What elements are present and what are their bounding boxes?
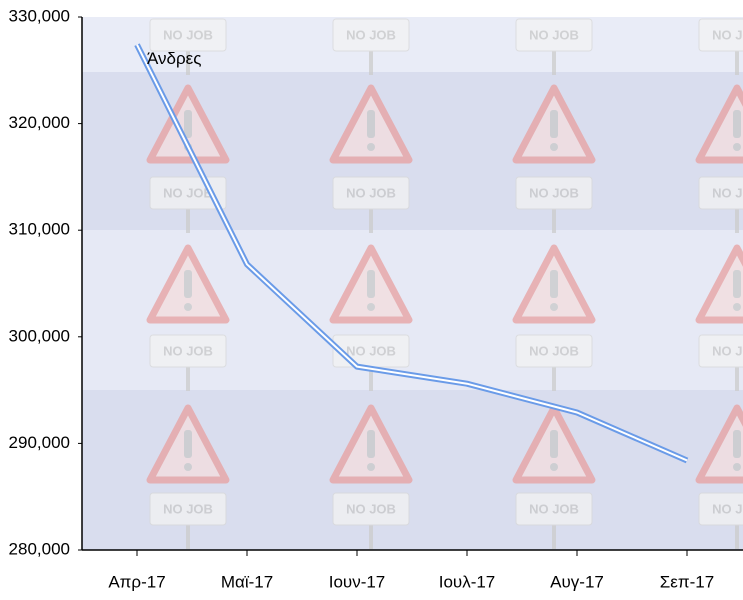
watermark-dot xyxy=(733,463,741,471)
x-tick-label: Μαϊ-17 xyxy=(221,572,273,591)
watermark-exclaim xyxy=(550,110,558,138)
watermark-text: NO JOB xyxy=(346,27,396,42)
watermark-exclaim xyxy=(733,430,741,458)
watermark-exclaim xyxy=(733,110,741,138)
x-tick-label: Ιουν-17 xyxy=(329,572,386,591)
watermark-text: NO JOB xyxy=(163,343,213,358)
x-tick-label: Αυγ-17 xyxy=(550,572,604,591)
watermark-exclaim xyxy=(184,110,192,138)
watermark-text: NO JOB xyxy=(712,27,743,42)
chart: NO JOB NO JOB NO JOB NO JOB NO JOB NO JOB NO J… xyxy=(0,0,743,600)
watermark-dot xyxy=(184,463,192,471)
watermark-dot xyxy=(733,303,741,311)
watermark-text: NO JOB xyxy=(529,343,579,358)
watermark-text: NO JOB xyxy=(712,501,743,516)
series-label: Άνδρες xyxy=(147,49,201,68)
y-tick-label: 320,000 xyxy=(9,113,70,132)
x-tick-label: Σεπ-17 xyxy=(660,572,714,591)
y-tick-label: 290,000 xyxy=(9,433,70,452)
watermark-dot xyxy=(550,303,558,311)
y-tick-label: 280,000 xyxy=(9,539,70,558)
watermark-exclaim xyxy=(550,430,558,458)
x-tick-label: Ιουλ-17 xyxy=(439,572,496,591)
watermark-text: NO JOB xyxy=(346,343,396,358)
watermark-text: NO JOB xyxy=(346,501,396,516)
y-tick-label: 300,000 xyxy=(9,326,70,345)
watermark-dot xyxy=(550,463,558,471)
watermark-dot xyxy=(733,143,741,151)
watermark-text: NO JOB xyxy=(529,501,579,516)
watermark-text: NO JOB xyxy=(529,185,579,200)
watermark-text: NO JOB xyxy=(163,27,213,42)
watermark-exclaim xyxy=(367,270,375,298)
y-tick-label: 330,000 xyxy=(9,6,70,25)
x-tick-label: Απρ-17 xyxy=(108,572,165,591)
watermark-exclaim xyxy=(184,270,192,298)
watermark-text: NO JOB xyxy=(346,185,396,200)
watermark-text: NO JOB xyxy=(712,343,743,358)
watermark-text: NO JOB xyxy=(529,27,579,42)
watermark-dot xyxy=(367,463,375,471)
watermark-exclaim xyxy=(550,270,558,298)
watermark-exclaim xyxy=(367,110,375,138)
watermark-dot xyxy=(367,143,375,151)
watermark-exclaim xyxy=(733,270,741,298)
watermark-dot xyxy=(184,303,192,311)
watermark-text: NO JOB xyxy=(163,501,213,516)
watermark-exclaim xyxy=(367,430,375,458)
watermark-exclaim xyxy=(184,430,192,458)
y-tick-label: 310,000 xyxy=(9,220,70,239)
watermark-dot xyxy=(550,143,558,151)
watermark-text: NO JOB xyxy=(712,185,743,200)
watermark-dot xyxy=(367,303,375,311)
